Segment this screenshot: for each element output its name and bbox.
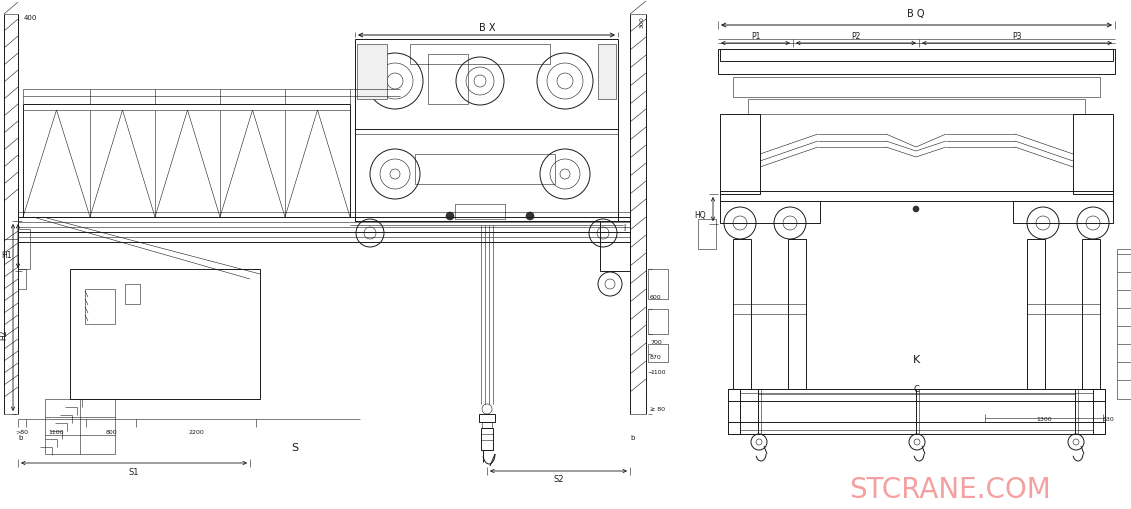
Bar [45, 399, 115, 454]
Bar [598, 45, 616, 100]
Bar [728, 389, 740, 434]
Text: C: C [913, 385, 920, 394]
Bar [733, 304, 806, 315]
Bar [428, 55, 468, 105]
Bar [481, 428, 493, 450]
Bar [411, 45, 550, 65]
Text: 1100: 1100 [650, 370, 665, 375]
Bar [788, 240, 806, 389]
Bar [720, 202, 820, 223]
Text: P1: P1 [751, 32, 760, 40]
Bar [748, 100, 1085, 115]
Bar [126, 285, 140, 304]
Text: b: b [19, 434, 24, 440]
Bar [357, 45, 387, 100]
Text: H1: H1 [1, 250, 12, 259]
Bar [728, 422, 1105, 434]
Text: I: I [623, 223, 625, 232]
Bar [70, 269, 260, 399]
Text: S: S [292, 442, 299, 452]
Bar [601, 221, 630, 271]
Bar [18, 269, 26, 290]
Bar [455, 205, 506, 219]
Circle shape [526, 213, 534, 220]
Bar [1117, 249, 1131, 399]
Text: >80: >80 [16, 430, 28, 435]
Text: STCRANE.COM: STCRANE.COM [849, 475, 1051, 503]
Text: 700: 700 [650, 340, 662, 345]
Text: H2: H2 [0, 329, 8, 340]
Text: ≥ 80: ≥ 80 [650, 407, 665, 412]
Text: S1: S1 [129, 468, 139, 476]
Bar [720, 191, 1113, 202]
Circle shape [913, 207, 920, 213]
Text: 830: 830 [1102, 417, 1114, 421]
Text: 800: 800 [105, 430, 116, 435]
Bar [85, 290, 115, 324]
Bar [482, 422, 492, 428]
Bar [1082, 240, 1100, 389]
Bar [1073, 115, 1113, 194]
Bar [648, 344, 668, 362]
Bar [480, 414, 495, 422]
Bar [698, 219, 716, 249]
Bar [648, 309, 668, 334]
Bar [415, 155, 555, 185]
Circle shape [446, 213, 454, 220]
Text: B Q: B Q [907, 9, 925, 19]
Bar [1093, 389, 1105, 434]
Text: 400: 400 [24, 15, 36, 21]
Text: K: K [913, 354, 920, 364]
Bar [18, 230, 31, 269]
Bar [720, 50, 1113, 62]
Bar [1027, 304, 1100, 315]
Text: b: b [631, 434, 636, 440]
Text: 870: 870 [650, 355, 662, 360]
Text: 300: 300 [639, 16, 645, 28]
Bar [733, 78, 1100, 98]
Text: B X: B X [478, 23, 495, 33]
Bar [728, 389, 1105, 401]
Bar [1027, 240, 1045, 389]
Bar [720, 115, 760, 194]
Text: 1300: 1300 [1036, 417, 1052, 421]
Text: 600: 600 [650, 295, 662, 300]
Text: 1100: 1100 [49, 430, 63, 435]
Text: P3: P3 [1012, 32, 1021, 40]
Text: HQ: HQ [694, 210, 706, 219]
Bar [648, 269, 668, 299]
Text: 2200: 2200 [188, 430, 204, 435]
Text: P2: P2 [852, 32, 861, 40]
Bar [1013, 202, 1113, 223]
Bar [355, 40, 618, 221]
Bar [733, 240, 751, 389]
Bar [718, 50, 1115, 75]
Text: S2: S2 [553, 474, 563, 484]
